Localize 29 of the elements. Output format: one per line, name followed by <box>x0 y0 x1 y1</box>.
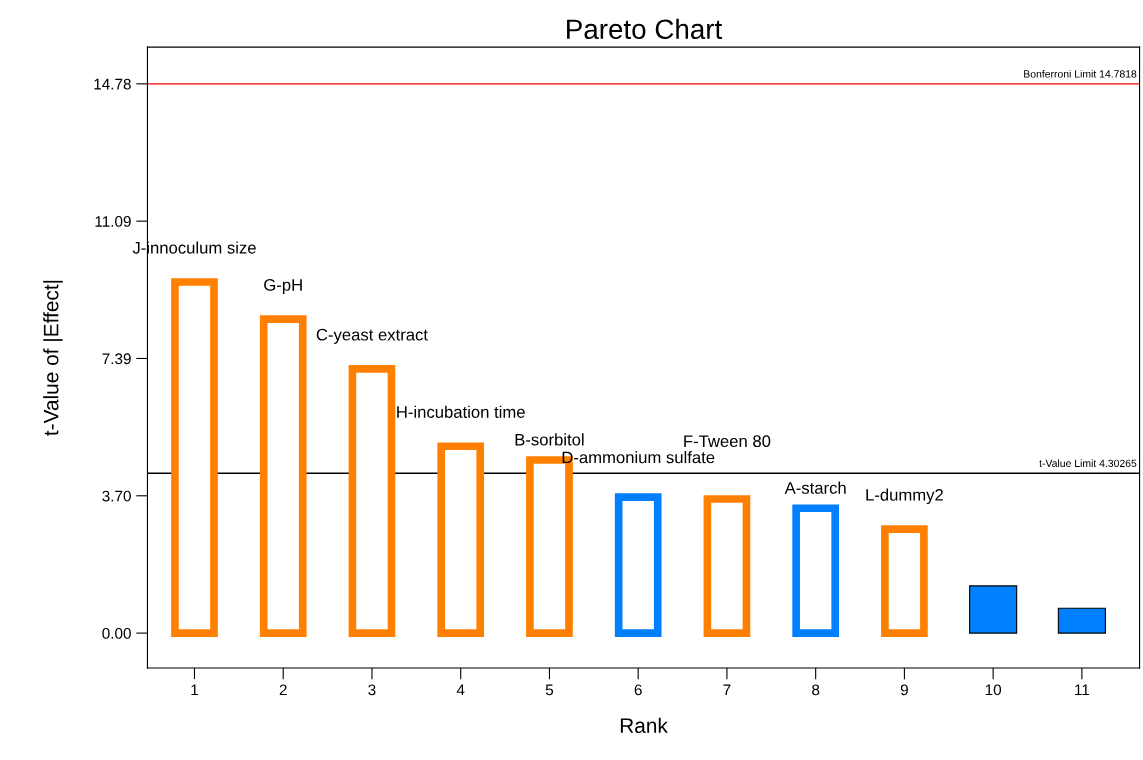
x-tick-label: 5 <box>545 684 554 696</box>
y-tick-label: 7.39 <box>102 353 131 365</box>
data-label: B-sorbitol <box>515 433 584 446</box>
x-tick-label: 7 <box>723 684 731 696</box>
y-tick-label: 0.00 <box>102 627 131 639</box>
data-label: F-Tween 80 <box>684 435 771 448</box>
data-label: H-incubation time <box>397 405 525 418</box>
y-tick-label: 3.70 <box>102 490 131 502</box>
x-tick-label: 8 <box>812 684 820 696</box>
ref-line-label: t-Value Limit 4.30265 <box>1039 459 1137 467</box>
data-label: G-pH <box>264 279 302 295</box>
y-axis-title: t-Value of |Effect| <box>43 280 63 436</box>
x-tick-label: 2 <box>279 684 287 696</box>
x-tick-label: 10 <box>985 684 1002 696</box>
y-tick-label: 14.78 <box>94 78 131 90</box>
x-axis-title: Rank <box>620 717 668 733</box>
ref-line-label: Bonferroni Limit 14.7818 <box>1024 69 1137 78</box>
x-tick-label: 11 <box>1075 684 1090 696</box>
data-label: A-starch <box>784 481 846 494</box>
x-tick-label: 4 <box>456 684 465 696</box>
data-label: L-dummy2 <box>866 488 943 505</box>
x-tick-label: 9 <box>900 684 908 696</box>
data-label: C-yeast extract <box>316 328 428 344</box>
x-tick-label: 1 <box>191 684 198 696</box>
x-tick-label: 6 <box>634 684 642 696</box>
y-tick-label: 11.09 <box>95 216 131 227</box>
chart-title: Pareto Chart <box>567 18 723 40</box>
data-label: D-ammonium sulfate <box>562 451 715 464</box>
x-tick-label: 3 <box>368 684 376 696</box>
